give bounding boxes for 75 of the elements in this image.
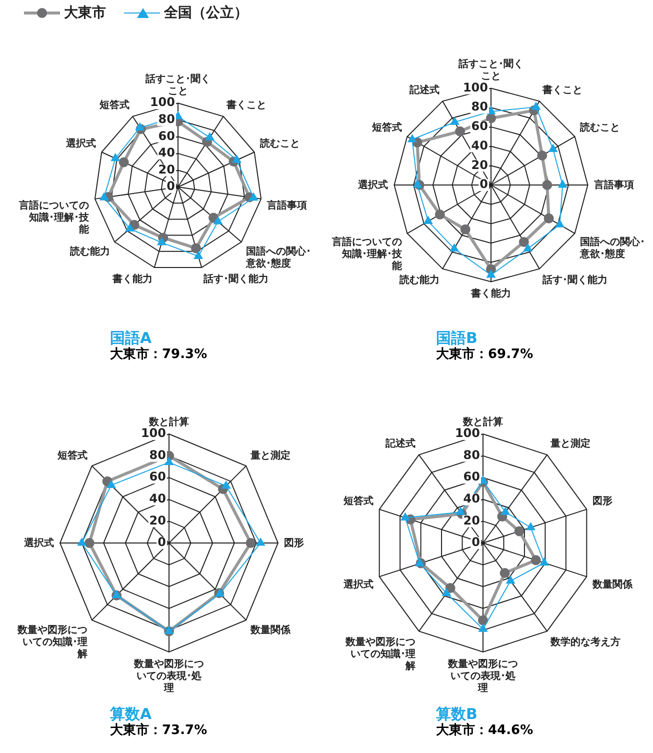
spoke-label: 読むこと [258,137,300,150]
y-tick-label: 60 [158,128,175,143]
text: 国語A [110,329,153,347]
spoke-label: 話す･聞く能力 [541,274,608,286]
spoke-label: 読む能力 [398,274,440,286]
spoke-label: 図形 [284,536,304,549]
spoke-label: 選択式 [342,578,374,590]
y-tick-label: 0 [166,179,175,194]
spoke-label: 数量や図形についての知識･理解 [344,636,416,672]
y-tick-label: 80 [471,100,488,114]
y-tick-label: 100 [140,426,166,440]
spoke-label: 話すこと･聞くこと [458,58,524,82]
spoke-label: 言語についての知識･理解･技能 [18,200,90,236]
spoke-label: 数と計算 [148,416,189,428]
y-tick-label: 20 [149,513,166,528]
text: 大東市：44.6% [436,723,534,738]
legend-label: 全国（公立） [164,4,248,22]
y-tick-label: 80 [149,448,166,462]
spoke-label: 国語への関心･意欲･態度 [244,246,311,270]
y-tick-label: 100 [462,80,488,94]
spoke-label: 短答式 [342,495,374,508]
y-tick-label: 40 [463,492,480,506]
y-tick-label: 20 [463,513,480,528]
spoke-label: 短答式 [98,99,130,112]
spoke-label: 量と測定 [550,438,591,450]
text: 大東市：79.3% [110,347,208,362]
spoke-label: 話すこと･聞くこと [144,72,210,97]
spoke-label: 言語事項 [266,200,307,212]
spoke-label: 選択式 [65,137,96,150]
y-tick-label: 0 [158,535,166,550]
text: 算数B [436,705,478,723]
y-tick-label: 40 [471,138,488,152]
y-tick-label: 100 [150,95,175,110]
spoke-label: 短答式 [371,121,402,134]
spoke-label: 書く能力 [112,273,153,286]
y-tick-label: 40 [158,146,175,160]
spoke-label: 国語への関心･意欲･態度 [579,236,645,260]
y-tick-label: 0 [480,177,488,192]
text: 国語B [436,329,478,347]
spoke-label: 言語事項 [592,178,634,191]
spoke-label: 言語についての知識･理解･技能 [331,236,403,272]
text: 大東市：73.7% [110,723,208,738]
spoke-label: 短答式 [56,449,88,462]
spoke-label: 数と計算 [462,416,503,428]
spoke-label: 話す･聞く能力 [202,273,268,286]
text: 大東市：69.7% [436,347,534,362]
y-tick-label: 60 [471,119,488,134]
spoke-label: 数量関係 [591,578,634,590]
spoke-label: 数量や図形についての表現･処理 [447,658,518,694]
spoke-label: 記述式 [384,438,416,450]
y-tick-label: 80 [463,448,480,462]
spoke-label: 書くこと [541,84,582,96]
spoke-label: 書くこと [226,99,267,112]
spoke-label: 図形 [592,495,612,508]
y-tick-label: 20 [471,158,488,172]
y-tick-label: 100 [454,426,480,440]
spoke-label: 量と測定 [249,449,290,462]
text: 算数A [110,705,153,723]
spoke-label: 記述式 [408,84,440,96]
spoke-label: 数量や図形についての知識･理解 [16,624,88,660]
y-tick-label: 40 [149,492,166,506]
y-tick-label: 80 [158,112,175,126]
spoke-label: 選択式 [357,178,388,191]
y-tick-label: 60 [149,470,166,484]
spoke-label: 読むこと [579,121,620,134]
spoke-label: 選択式 [23,536,54,549]
spoke-label: 数量関係 [249,624,292,636]
spoke-label: 読む能力 [69,246,110,258]
y-tick-label: 60 [463,470,480,484]
y-tick-label: 0 [472,535,480,550]
spoke-label: 書く能力 [470,288,511,300]
legend-label: 大東市 [64,4,106,22]
spoke-label: 数学的な考え方 [550,636,621,648]
spoke-label: 数量や図形についての表現･処理 [133,658,204,694]
y-tick-label: 20 [158,162,175,176]
